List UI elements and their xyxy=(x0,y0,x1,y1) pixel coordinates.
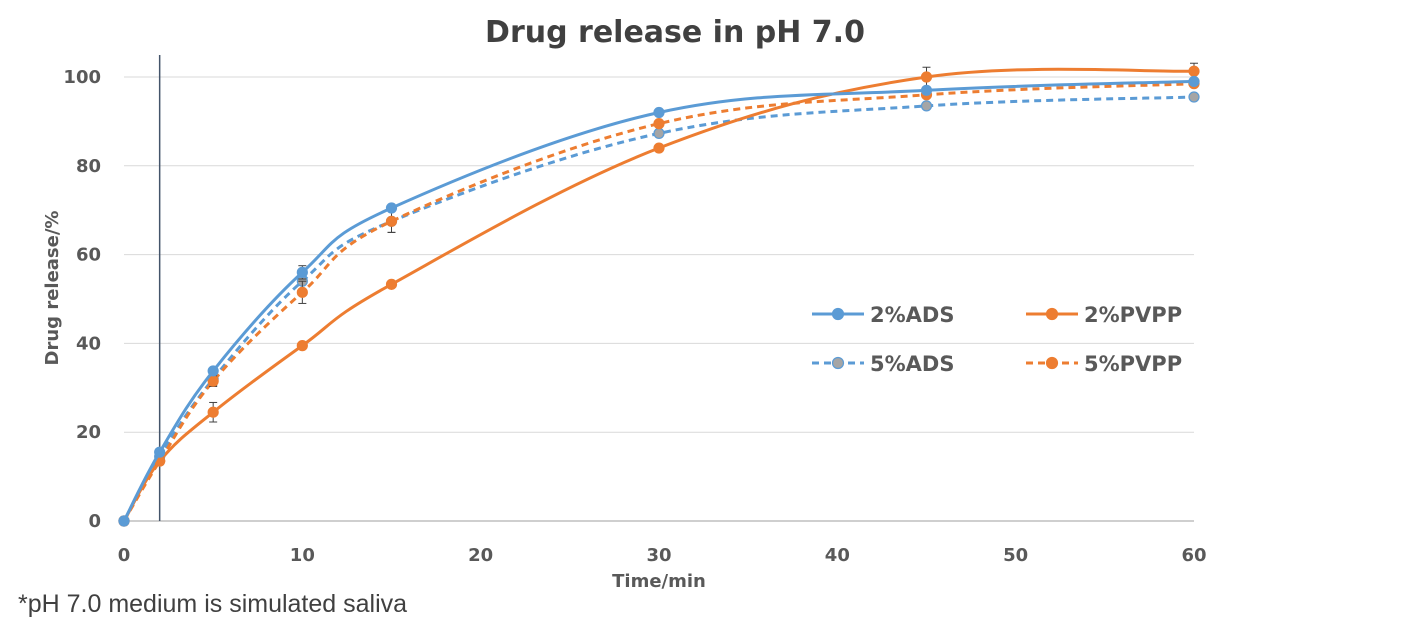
x-tick-10: 10 xyxy=(290,545,315,566)
legend-marker-5pct-ads xyxy=(831,356,845,370)
axes xyxy=(124,55,1194,522)
y-tick-20: 20 xyxy=(76,422,101,443)
data-point-2pct-ads-10 xyxy=(296,266,308,278)
y-tick-80: 80 xyxy=(76,156,101,177)
legend-marker-2pct-ads xyxy=(831,307,845,321)
legend-label-5pct-pvpp: 5%PVPP xyxy=(1084,352,1182,376)
data-point-2pct-pvpp-15 xyxy=(385,278,398,290)
data-point-2pct-pvpp-30 xyxy=(653,142,665,154)
x-tick-0: 0 xyxy=(118,545,131,566)
x-tick-50: 50 xyxy=(1003,545,1028,566)
data-point-2pct-ads-0 xyxy=(118,515,130,527)
legend-marker-5pct-pvpp xyxy=(1045,356,1059,370)
y-tick-0: 0 xyxy=(88,511,101,532)
legend-label-5pct-ads: 5%ADS xyxy=(870,352,954,376)
x-tick-20: 20 xyxy=(468,545,493,566)
series-5pct-ads xyxy=(118,91,1200,527)
data-point-2pct-pvpp-45 xyxy=(920,71,933,83)
y-axis-label: Drug release/% xyxy=(42,211,63,366)
legend-marker-2pct-pvpp xyxy=(1045,307,1059,321)
data-point-2pct-pvpp-10 xyxy=(296,340,308,352)
x-tick-30: 30 xyxy=(646,545,671,566)
y-tick-100: 100 xyxy=(63,67,101,88)
legend-item-2pct-ads: 2%ADS xyxy=(812,303,954,327)
legend-item-5pct-pvpp: 5%PVPP xyxy=(1026,352,1182,376)
data-point-5pct-ads-45 xyxy=(920,100,933,112)
legend: 2%ADS 2%PVPP 5%ADS 5%PVPP xyxy=(812,303,1182,376)
data-point-5pct-pvpp-10 xyxy=(296,286,308,298)
data-point-2pct-pvpp-5 xyxy=(207,406,219,418)
data-point-2pct-ads-60 xyxy=(1188,75,1200,88)
footnote: *pH 7.0 medium is simulated saliva xyxy=(18,590,408,618)
data-point-2pct-ads-45 xyxy=(920,84,933,96)
data-point-2pct-ads-2 xyxy=(154,446,166,458)
legend-item-2pct-pvpp: 2%PVPP xyxy=(1026,303,1182,327)
x-tick-40: 40 xyxy=(825,545,850,566)
x-axis-label: Time/min xyxy=(612,571,706,592)
series-group xyxy=(118,62,1200,527)
data-point-5pct-pvpp-30 xyxy=(653,118,665,130)
y-tick-labels: 0 20 40 60 80 100 xyxy=(63,67,101,532)
legend-item-5pct-ads: 5%ADS xyxy=(812,352,954,376)
legend-label-2pct-ads: 2%ADS xyxy=(870,303,954,327)
data-point-5pct-ads-60 xyxy=(1188,91,1200,103)
series-2pct-pvpp xyxy=(118,62,1200,527)
series-2pct-ads xyxy=(118,75,1200,527)
y-tick-40: 40 xyxy=(76,333,101,354)
x-tick-60: 60 xyxy=(1181,545,1206,566)
x-tick-labels: 0 10 20 30 40 50 60 xyxy=(118,545,1207,566)
y-tick-60: 60 xyxy=(76,245,101,266)
series-line-2pct-pvpp xyxy=(122,67,1196,523)
data-point-2pct-ads-30 xyxy=(653,106,665,119)
data-point-2pct-ads-15 xyxy=(385,202,398,214)
legend-label-2pct-pvpp: 2%PVPP xyxy=(1084,303,1182,327)
data-point-2pct-pvpp-60 xyxy=(1188,65,1200,77)
data-point-5pct-ads-30 xyxy=(653,127,665,139)
chart-title: Drug release in pH 7.0 xyxy=(485,15,865,50)
data-point-5pct-pvpp-15 xyxy=(385,215,398,227)
data-point-2pct-ads-5 xyxy=(207,365,219,377)
